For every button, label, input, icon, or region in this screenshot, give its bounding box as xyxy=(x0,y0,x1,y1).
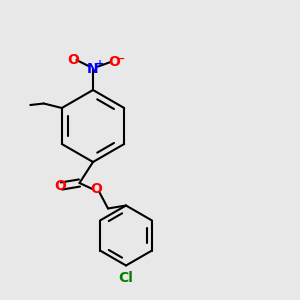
Text: +: + xyxy=(95,58,104,69)
Text: O: O xyxy=(54,179,66,193)
Text: O: O xyxy=(108,55,120,68)
Text: O: O xyxy=(90,182,102,196)
Text: O: O xyxy=(68,53,80,67)
Text: Cl: Cl xyxy=(118,271,134,285)
Text: N: N xyxy=(87,62,99,76)
Text: −: − xyxy=(116,53,125,64)
